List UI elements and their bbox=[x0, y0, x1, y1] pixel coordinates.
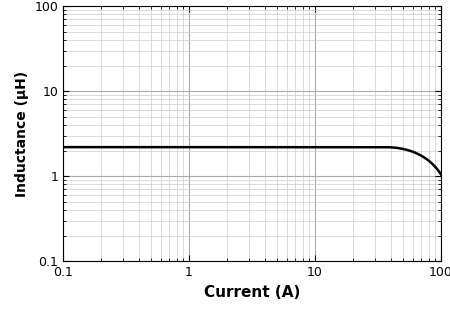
Y-axis label: Inductance (μH): Inductance (μH) bbox=[15, 71, 29, 197]
X-axis label: Current (A): Current (A) bbox=[204, 285, 300, 300]
